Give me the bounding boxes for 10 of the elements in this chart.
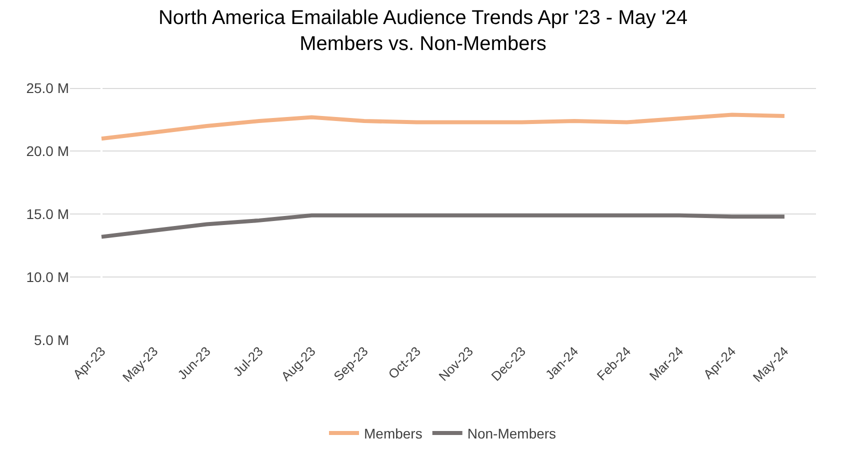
y-tick-label: 25.0 M [26, 80, 69, 96]
y-tick-label: 15.0 M [26, 206, 69, 222]
y-tick-label: 5.0 M [34, 332, 69, 348]
line-series [100, 213, 786, 239]
chart-title: North America Emailable Audience Trends Apr '23 - May '24 Members vs. Non-Members [158, 7, 688, 55]
line-series [100, 112, 786, 141]
legend-label: Non-Members [467, 425, 556, 442]
y-tick-label: 20.0 M [26, 143, 69, 160]
y-tick-label: 10.0 M [26, 268, 69, 285]
legend-label: Members [364, 425, 422, 442]
